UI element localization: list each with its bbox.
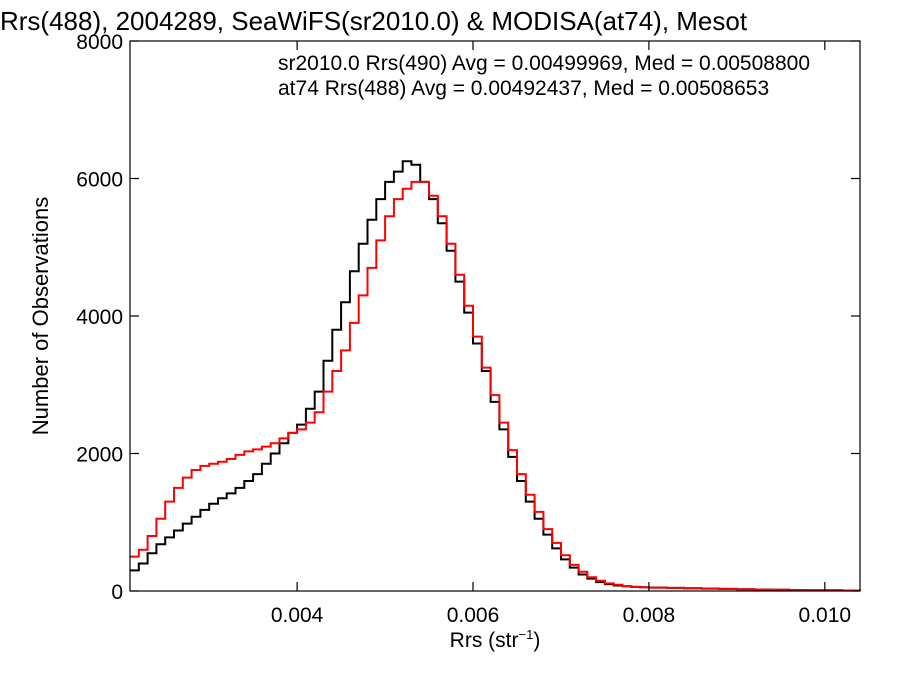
x-tick-label: 0.010 bbox=[799, 604, 852, 627]
y-tick-label: 6000 bbox=[76, 169, 123, 192]
y-tick-label: 0 bbox=[111, 581, 123, 604]
y-tick-label: 2000 bbox=[76, 444, 123, 467]
chart-title: Rrs(488), 2004289, SeaWiFS(sr2010.0) & M… bbox=[0, 6, 748, 36]
x-axis-label-main: Rrs (str bbox=[450, 629, 519, 652]
x-tick-label: 0.004 bbox=[271, 604, 324, 627]
x-axis-label-superscript: −1 bbox=[519, 627, 534, 642]
legend-entry-at74: at74 Rrs(488) Avg = 0.00492437, Med = 0.… bbox=[278, 77, 769, 100]
legend-entry-sr2010: sr2010.0 Rrs(490) Avg = 0.00499969, Med … bbox=[278, 52, 810, 75]
y-tick-label: 8000 bbox=[76, 31, 123, 54]
series-line-at74 bbox=[130, 180, 861, 592]
series-line-sr2010 bbox=[130, 160, 861, 592]
y-axis-label: Number of Observations bbox=[28, 197, 53, 435]
x-axis-label-close: ) bbox=[533, 629, 540, 652]
x-tick-label: 0.006 bbox=[447, 604, 500, 627]
x-tick-label: 0.008 bbox=[623, 604, 676, 627]
y-tick-label: 4000 bbox=[76, 306, 123, 329]
series-layer bbox=[130, 160, 861, 592]
plot-frame bbox=[129, 40, 861, 592]
x-axis-label: Rrs (str−1) bbox=[450, 627, 541, 652]
ticks-layer: 0.004 0.006 0.008 0.010 0 2000 4000 6000 8000 bbox=[76, 31, 860, 627]
